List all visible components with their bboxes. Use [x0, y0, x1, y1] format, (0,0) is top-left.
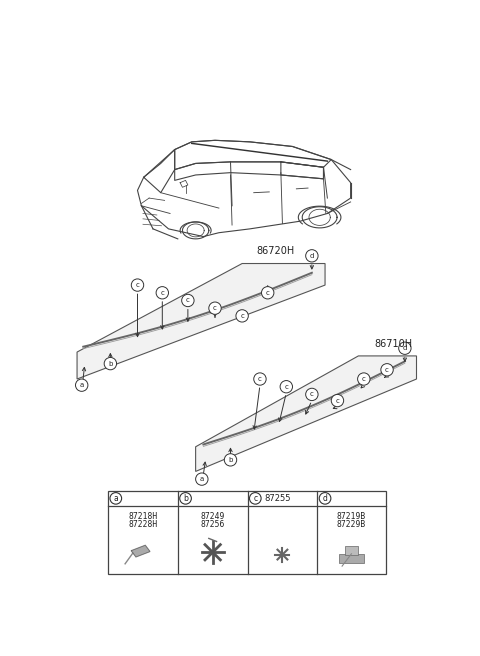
Circle shape: [75, 379, 88, 392]
Circle shape: [306, 250, 318, 262]
Polygon shape: [132, 545, 150, 557]
Circle shape: [319, 493, 331, 504]
Circle shape: [250, 493, 261, 504]
Text: b: b: [228, 457, 233, 463]
Text: c: c: [160, 290, 164, 296]
Text: b: b: [183, 494, 188, 503]
Text: c: c: [186, 297, 190, 304]
Circle shape: [180, 493, 192, 504]
Circle shape: [358, 373, 370, 385]
Text: c: c: [213, 305, 217, 311]
Text: c: c: [135, 282, 139, 288]
Text: c: c: [266, 290, 270, 296]
Circle shape: [156, 287, 168, 299]
Text: c: c: [253, 494, 257, 503]
Circle shape: [196, 473, 208, 485]
Bar: [108, 491, 385, 574]
Text: c: c: [240, 313, 244, 319]
Circle shape: [399, 342, 411, 354]
Text: 87218H: 87218H: [128, 512, 157, 521]
Text: c: c: [310, 392, 314, 398]
Text: 87228H: 87228H: [128, 520, 157, 529]
Text: d: d: [403, 345, 407, 351]
Circle shape: [181, 295, 194, 306]
Text: c: c: [385, 367, 389, 373]
Polygon shape: [77, 264, 325, 379]
Circle shape: [110, 493, 121, 504]
Circle shape: [331, 394, 344, 407]
Circle shape: [209, 302, 221, 314]
Circle shape: [254, 373, 266, 385]
Text: 87255: 87255: [264, 494, 291, 503]
Text: 86720H: 86720H: [256, 246, 295, 256]
Text: 86710H: 86710H: [374, 338, 412, 349]
Circle shape: [236, 310, 248, 322]
Polygon shape: [196, 356, 417, 472]
Circle shape: [132, 279, 144, 291]
Text: a: a: [80, 382, 84, 388]
Text: 87249: 87249: [201, 512, 225, 521]
Text: c: c: [258, 376, 262, 382]
Text: 87256: 87256: [201, 520, 225, 529]
Circle shape: [104, 358, 117, 370]
Text: c: c: [362, 376, 366, 382]
Text: c: c: [336, 398, 339, 403]
Text: a: a: [113, 494, 118, 503]
Circle shape: [224, 454, 237, 466]
Text: c: c: [284, 384, 288, 390]
Circle shape: [306, 388, 318, 401]
Text: 87219B: 87219B: [337, 512, 366, 521]
Circle shape: [381, 363, 393, 376]
Text: a: a: [200, 476, 204, 482]
Text: d: d: [323, 494, 327, 503]
Circle shape: [262, 287, 274, 299]
Circle shape: [280, 380, 292, 393]
Bar: [345, 546, 358, 556]
Bar: [339, 554, 364, 563]
Text: b: b: [108, 361, 113, 367]
Text: d: d: [310, 253, 314, 259]
Text: 87229B: 87229B: [337, 520, 366, 529]
